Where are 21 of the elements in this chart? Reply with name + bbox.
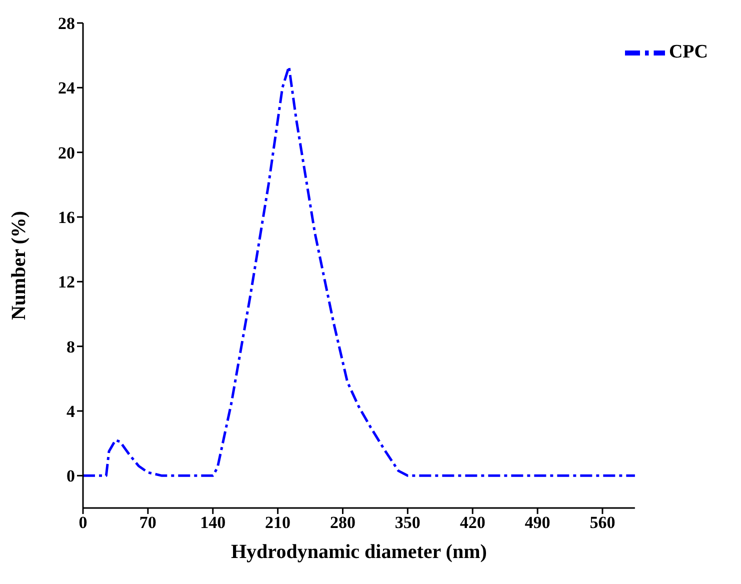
- x-tick-label: 350: [394, 513, 420, 532]
- y-tick-label: 12: [58, 272, 75, 292]
- x-tick-label: 70: [139, 513, 156, 532]
- y-tick-label: 0: [66, 466, 75, 486]
- y-tick-label: 24: [58, 78, 76, 98]
- x-tick-label: 140: [200, 513, 226, 532]
- x-tick-label: 210: [265, 513, 291, 532]
- y-tick-label: 4: [66, 402, 76, 422]
- x-tick-label: 0: [78, 513, 88, 532]
- y-tick-label: 20: [58, 143, 75, 162]
- x-tick-label: 560: [590, 513, 616, 532]
- x-tick-label: 490: [524, 513, 550, 532]
- y-axis-title: Number (%): [8, 210, 30, 320]
- line-series: [83, 65, 635, 477]
- y-tick-label: 16: [58, 208, 75, 228]
- x-tick-label: 420: [460, 513, 486, 532]
- x-axis-title: Hydrodynamic diameter (nm): [231, 541, 487, 563]
- y-tick-label: 28: [58, 14, 75, 34]
- legend-label: CPC: [668, 41, 708, 62]
- x-tick-label: 280: [330, 513, 356, 532]
- y-tick-label: 8: [66, 337, 75, 356]
